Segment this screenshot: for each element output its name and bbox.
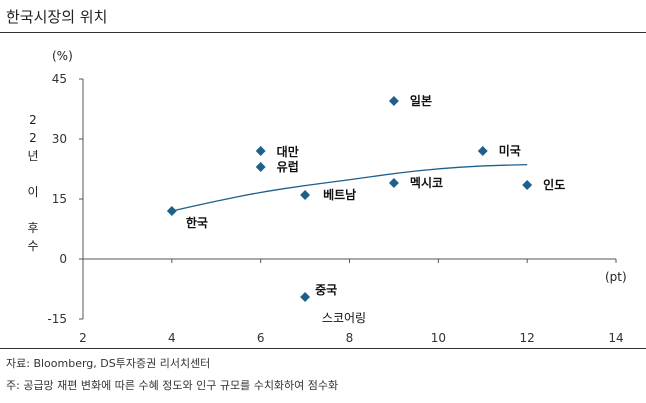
- y-axis-label-char: 년: [27, 149, 39, 163]
- y-tick-label: 15: [52, 192, 67, 206]
- y-tick-label: -15: [47, 312, 67, 326]
- footer-divider: [0, 348, 646, 349]
- y-axis-label-char: 후: [27, 221, 39, 235]
- x-tick-label: 12: [520, 331, 535, 345]
- data-point-label: 일본: [410, 94, 432, 108]
- title-divider: [0, 32, 646, 33]
- y-axis-label-char: 2: [29, 131, 37, 145]
- data-point: [388, 178, 399, 188]
- x-tick-label: 10: [431, 331, 446, 345]
- trend-line: [171, 163, 528, 212]
- x-tick-label: 14: [608, 331, 623, 345]
- data-point-label: 중국: [315, 283, 337, 297]
- x-tick-label: 8: [346, 331, 354, 345]
- data-point-label: 멕시코: [410, 175, 443, 190]
- y-axis-unit: (%): [52, 49, 73, 63]
- data-point-label: 베트남: [323, 187, 356, 202]
- data-point: [166, 206, 177, 216]
- data-point: [477, 146, 488, 156]
- y-tick-label: 0: [59, 252, 67, 266]
- data-point: [255, 146, 266, 156]
- y-tick-label: 45: [52, 72, 67, 86]
- data-point-label: 유럽: [277, 160, 299, 174]
- data-point: [255, 162, 266, 172]
- chart-title: 한국시장의 위치: [6, 8, 108, 26]
- data-point: [300, 190, 311, 200]
- data-point: [300, 292, 311, 302]
- data-point-label: 한국: [186, 215, 208, 230]
- y-tick-label: 30: [52, 132, 67, 146]
- footnote: 주: 공급망 재편 변화에 따른 수혜 정도와 인구 규모를 수치화하여 점수화: [6, 379, 339, 392]
- data-point: [388, 96, 399, 106]
- x-axis-unit: (pt): [605, 270, 627, 284]
- data-point-label: 인도: [543, 177, 565, 192]
- x-tick-label: 6: [257, 331, 265, 345]
- data-point-label: 미국: [499, 143, 521, 158]
- x-tick-label: 2: [79, 331, 87, 345]
- data-point: [522, 180, 533, 190]
- data-point-label: 대만: [277, 144, 299, 159]
- x-axis-label: 스코어링: [322, 311, 366, 325]
- y-axis-label-char: 2: [29, 113, 37, 127]
- x-tick-label: 4: [168, 331, 176, 345]
- source-note: 자료: Bloomberg, DS투자증권 리서치센터: [6, 357, 211, 370]
- y-axis-label-char: 이: [27, 185, 39, 199]
- y-axis-label-char: 수: [27, 239, 39, 253]
